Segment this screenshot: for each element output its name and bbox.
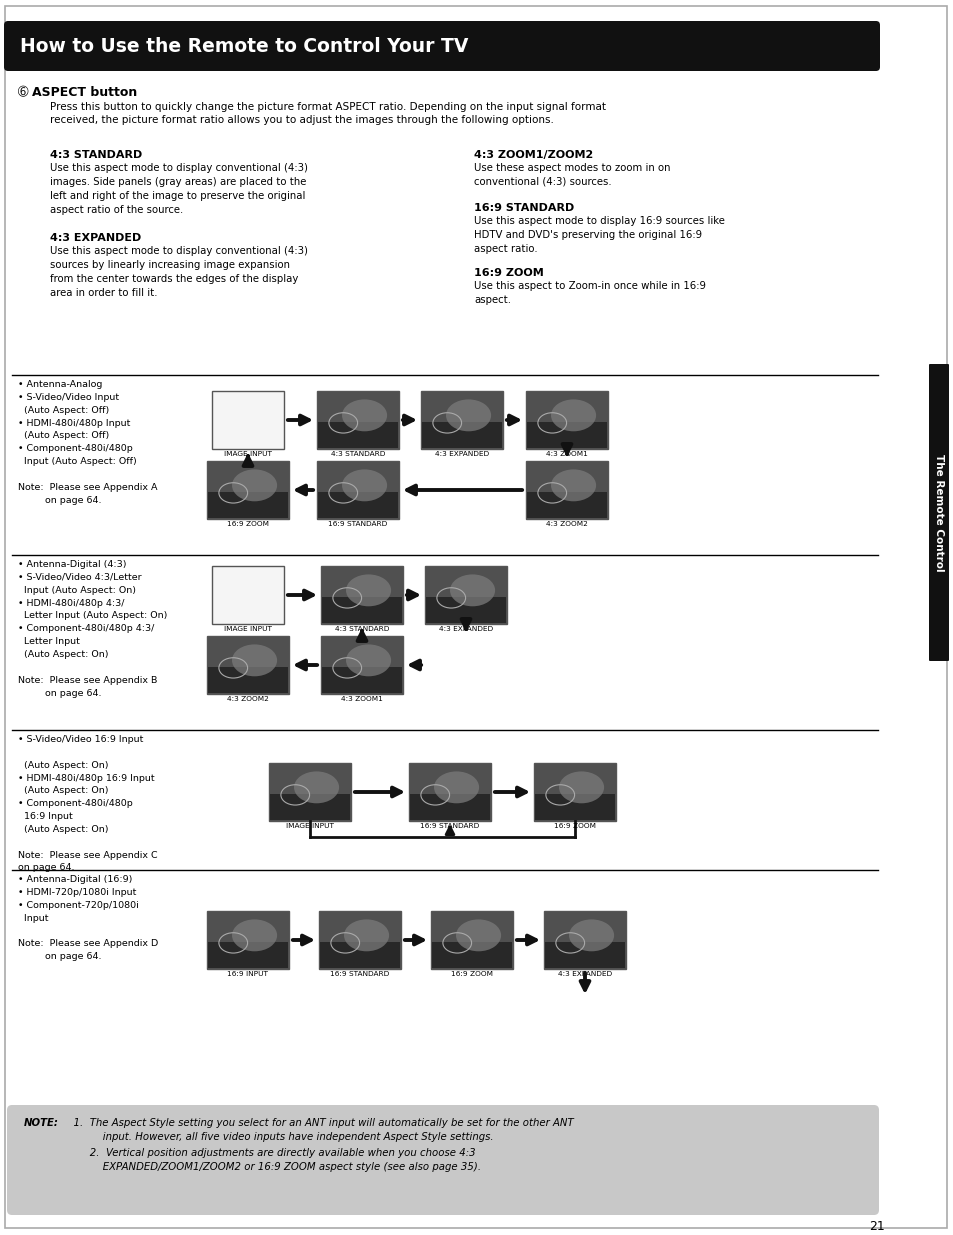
Bar — [426, 597, 505, 622]
Text: ➅: ➅ — [18, 86, 29, 99]
Bar — [424, 566, 506, 624]
Ellipse shape — [346, 574, 391, 606]
Ellipse shape — [456, 919, 500, 951]
Bar — [207, 636, 289, 694]
Text: 4:3 STANDARD: 4:3 STANDARD — [335, 626, 389, 632]
Text: 4:3 EXPANDED: 4:3 EXPANDED — [50, 233, 141, 243]
Text: 16:9 INPUT: 16:9 INPUT — [227, 971, 268, 977]
Text: 4:3 ZOOM1/ZOOM2: 4:3 ZOOM1/ZOOM2 — [474, 149, 593, 161]
Text: 4:3 EXPANDED: 4:3 EXPANDED — [435, 451, 489, 457]
Bar — [526, 492, 606, 517]
Text: 21: 21 — [868, 1220, 884, 1233]
Ellipse shape — [450, 574, 495, 606]
Bar — [543, 911, 625, 969]
Ellipse shape — [344, 919, 389, 951]
Text: 4:3 EXPANDED: 4:3 EXPANDED — [438, 626, 493, 632]
Bar — [212, 566, 284, 624]
Bar — [207, 911, 289, 969]
Bar — [316, 391, 398, 450]
Ellipse shape — [568, 919, 614, 951]
Text: • Antenna-Digital (16:9)
• HDMI-720p/1080i Input
• Component-720p/1080i
  Input
: • Antenna-Digital (16:9) • HDMI-720p/108… — [18, 876, 158, 961]
Ellipse shape — [342, 399, 387, 431]
Text: received, the picture format ratio allows you to adjust the images through the f: received, the picture format ratio allow… — [50, 115, 554, 125]
Text: • Antenna-Digital (4:3)
• S-Video/Video 4:3/Letter
  Input (Auto Aspect: On)
• H: • Antenna-Digital (4:3) • S-Video/Video … — [18, 559, 167, 698]
Text: ASPECT button: ASPECT button — [32, 86, 137, 99]
Bar — [317, 492, 397, 517]
Text: 4:3 EXPANDED: 4:3 EXPANDED — [558, 971, 612, 977]
Ellipse shape — [232, 645, 276, 677]
Ellipse shape — [551, 469, 596, 501]
Text: • Antenna-Analog
• S-Video/Video Input
  (Auto Aspect: Off)
• HDMI-480i/480p Inp: • Antenna-Analog • S-Video/Video Input (… — [18, 380, 157, 505]
Text: Press this button to quickly change the picture format ASPECT ratio. Depending o: Press this button to quickly change the … — [50, 103, 605, 112]
FancyBboxPatch shape — [4, 21, 879, 70]
Text: • S-Video/Video 16:9 Input

  (Auto Aspect: On)
• HDMI-480i/480p 16:9 Input
  (A: • S-Video/Video 16:9 Input (Auto Aspect:… — [18, 735, 157, 872]
Text: IMAGE INPUT: IMAGE INPUT — [286, 823, 334, 829]
Bar — [317, 422, 397, 448]
Text: 16:9 STANDARD: 16:9 STANDARD — [328, 521, 387, 527]
Text: input. However, all five video inputs have independent Aspect Style settings.: input. However, all five video inputs ha… — [67, 1132, 493, 1142]
Text: 16:9 ZOOM: 16:9 ZOOM — [227, 521, 269, 527]
Bar — [208, 667, 288, 693]
Ellipse shape — [551, 399, 596, 431]
Text: How to Use the Remote to Control Your TV: How to Use the Remote to Control Your TV — [20, 37, 468, 56]
Ellipse shape — [558, 772, 603, 803]
Text: IMAGE INPUT: IMAGE INPUT — [224, 451, 272, 457]
Bar — [320, 566, 402, 624]
Text: 16:9 STANDARD: 16:9 STANDARD — [474, 203, 574, 212]
Text: 2.  Vertical position adjustments are directly available when you choose 4:3: 2. Vertical position adjustments are dir… — [67, 1149, 476, 1158]
FancyBboxPatch shape — [7, 1105, 878, 1215]
Text: 16:9 STANDARD: 16:9 STANDARD — [420, 823, 479, 829]
Bar — [409, 763, 491, 821]
Bar — [420, 391, 502, 450]
Text: 4:3 STANDARD: 4:3 STANDARD — [331, 451, 385, 457]
Ellipse shape — [232, 469, 276, 501]
Bar — [526, 422, 606, 448]
Text: 4:3 ZOOM1: 4:3 ZOOM1 — [545, 451, 587, 457]
Text: 4:3 ZOOM2: 4:3 ZOOM2 — [545, 521, 587, 527]
Text: Use this aspect mode to display conventional (4:3)
images. Side panels (gray are: Use this aspect mode to display conventi… — [50, 163, 308, 215]
Bar — [207, 461, 289, 519]
Bar — [212, 391, 284, 450]
Text: The Remote Control: The Remote Control — [933, 453, 943, 572]
Bar — [525, 391, 607, 450]
Bar — [322, 597, 401, 622]
Bar — [544, 942, 624, 968]
Ellipse shape — [346, 645, 391, 677]
Bar — [432, 942, 512, 968]
Bar — [269, 763, 351, 821]
Bar — [208, 942, 288, 968]
FancyBboxPatch shape — [928, 364, 948, 661]
Text: Use this aspect mode to display 16:9 sources like
HDTV and DVD's preserving the : Use this aspect mode to display 16:9 sou… — [474, 216, 724, 254]
Text: 4:3 ZOOM2: 4:3 ZOOM2 — [227, 697, 269, 701]
Text: 16:9 ZOOM: 16:9 ZOOM — [554, 823, 596, 829]
Bar — [410, 794, 490, 820]
Text: 16:9 ZOOM: 16:9 ZOOM — [474, 268, 543, 278]
Text: Use these aspect modes to zoom in on
conventional (4:3) sources.: Use these aspect modes to zoom in on con… — [474, 163, 670, 186]
Text: 16:9 ZOOM: 16:9 ZOOM — [451, 971, 493, 977]
Ellipse shape — [446, 399, 491, 431]
Text: Use this aspect mode to display conventional (4:3)
sources by linearly increasin: Use this aspect mode to display conventi… — [50, 246, 308, 298]
Bar — [319, 942, 399, 968]
Text: 16:9 STANDARD: 16:9 STANDARD — [330, 971, 389, 977]
Bar — [320, 636, 402, 694]
Text: 4:3 STANDARD: 4:3 STANDARD — [50, 149, 142, 161]
Bar — [270, 794, 350, 820]
Text: 1.  The Aspect Style setting you select for an ANT input will automatically be s: 1. The Aspect Style setting you select f… — [67, 1118, 573, 1128]
Bar — [316, 461, 398, 519]
Bar — [421, 422, 501, 448]
Bar — [534, 763, 616, 821]
Ellipse shape — [294, 772, 338, 803]
Bar — [318, 911, 400, 969]
Ellipse shape — [342, 469, 387, 501]
Bar — [431, 911, 513, 969]
Ellipse shape — [232, 919, 276, 951]
Text: Use this aspect to Zoom-in once while in 16:9
aspect.: Use this aspect to Zoom-in once while in… — [474, 282, 705, 305]
Bar — [208, 492, 288, 517]
Bar — [525, 461, 607, 519]
Text: 4:3 ZOOM1: 4:3 ZOOM1 — [341, 697, 382, 701]
Bar — [535, 794, 615, 820]
Bar — [322, 667, 401, 693]
Text: EXPANDED/ZOOM1/ZOOM2 or 16:9 ZOOM aspect style (see also page 35).: EXPANDED/ZOOM1/ZOOM2 or 16:9 ZOOM aspect… — [67, 1162, 480, 1172]
Ellipse shape — [434, 772, 478, 803]
Text: IMAGE INPUT: IMAGE INPUT — [224, 626, 272, 632]
